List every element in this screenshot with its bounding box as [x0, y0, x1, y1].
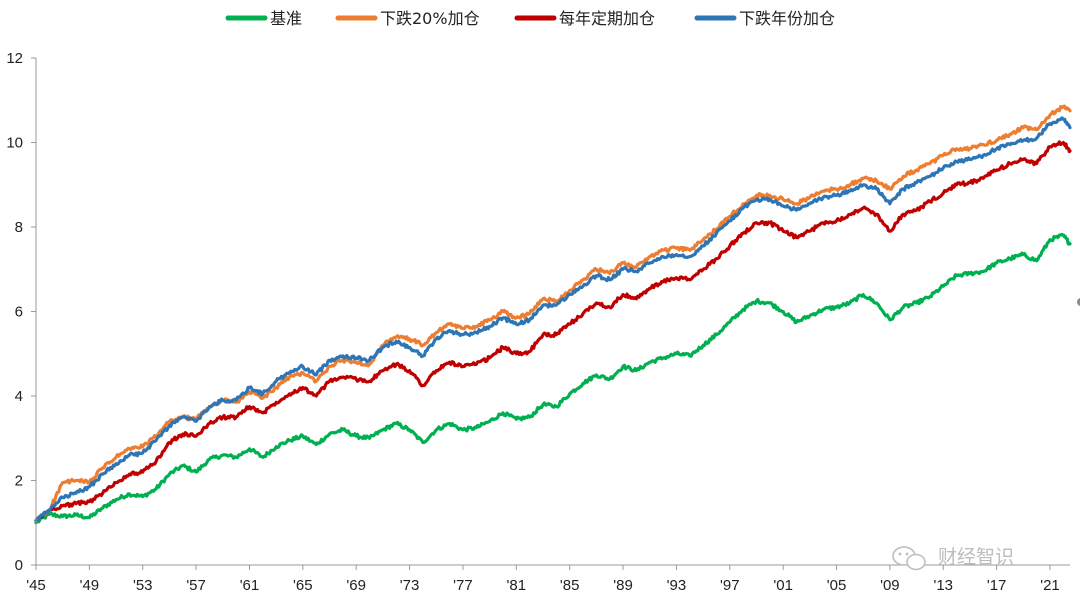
y-tick-label: 10 [6, 135, 23, 152]
x-tick-label: '01 [773, 577, 793, 594]
legend-label: 下跌20%加仓 [380, 9, 480, 28]
x-tick-label: '61 [240, 577, 260, 594]
legend-label: 每年定期加仓 [559, 9, 655, 28]
x-tick-label: '73 [400, 577, 420, 594]
legend-label: 下跌年份加仓 [739, 9, 835, 28]
wechat-icon [892, 546, 926, 571]
y-tick-label: 12 [6, 50, 23, 67]
y-axis-ticks: 0 2 4 6 8 10 12 [6, 50, 36, 574]
legend-label: 基准 [270, 9, 302, 28]
x-tick-label: '85 [560, 577, 580, 594]
x-tick-label: '57 [186, 577, 206, 594]
x-tick-label: '89 [613, 577, 633, 594]
x-tick-label: '05 [827, 577, 847, 594]
watermark-text: 财经智识 [938, 546, 1014, 568]
y-tick-label: 8 [15, 219, 23, 236]
x-tick-label: '93 [667, 577, 687, 594]
x-tick-label: '49 [80, 577, 100, 594]
watermark: 财经智识 [892, 546, 1014, 571]
chart-legend: 基准 下跌20%加仓 每年定期加仓 下跌年份加仓 [225, 9, 835, 28]
plot-area [34, 104, 1072, 525]
y-tick-label: 6 [15, 304, 23, 321]
series-line [34, 104, 1072, 523]
x-tick-label: '65 [293, 577, 313, 594]
edge-marker [1077, 298, 1080, 306]
x-tick-label: '45 [26, 577, 46, 594]
series-line [34, 232, 1072, 525]
series-line [34, 140, 1072, 523]
x-tick-label: '97 [720, 577, 740, 594]
y-tick-label: 4 [15, 388, 23, 405]
x-tick-label: '69 [346, 577, 366, 594]
series-line [34, 116, 1072, 523]
y-tick-label: 2 [15, 473, 23, 490]
x-tick-label: '09 [880, 577, 900, 594]
x-tick-label: '77 [453, 577, 473, 594]
x-tick-label: '13 [933, 577, 953, 594]
x-tick-label: '53 [133, 577, 153, 594]
x-axis-ticks: '45 '49 '53 '57 '61 '65 '69 '73 '77 '81 '85 '89 '93 '… [26, 565, 1060, 594]
x-tick-label: '21 [1040, 577, 1060, 594]
y-tick-label: 0 [15, 557, 23, 574]
x-tick-label: '17 [987, 577, 1007, 594]
x-tick-label: '81 [507, 577, 527, 594]
